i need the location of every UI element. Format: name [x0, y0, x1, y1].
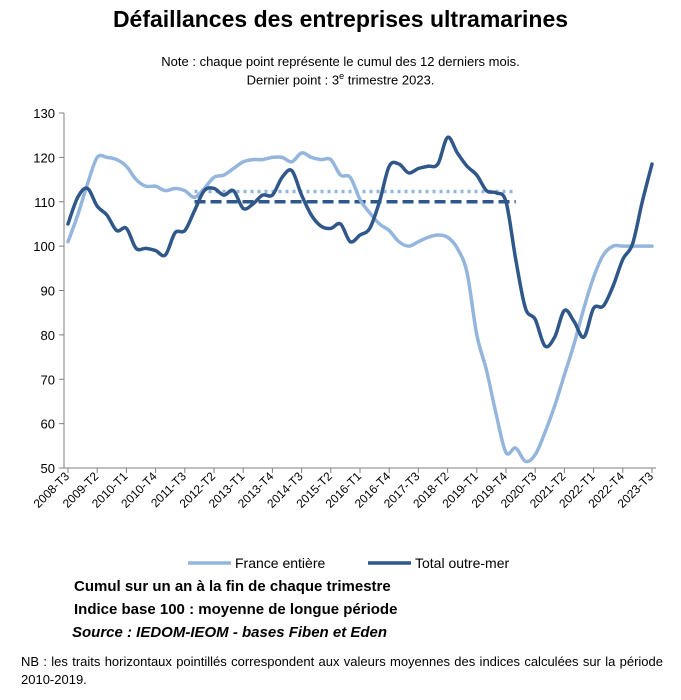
y-tick-label: 60 — [41, 417, 55, 432]
y-tick-label: 100 — [33, 239, 55, 254]
series-line-france — [66, 151, 654, 464]
note-text-after: trimestre 2023. — [344, 72, 435, 88]
chart-last-point-note: Dernier point : 3e trimestre 2023. — [0, 71, 681, 87]
footnote-nb: NB : les traits horizontaux pointillés c… — [21, 654, 663, 687]
y-tick-label: 130 — [33, 106, 55, 121]
note-text-before: Dernier point : 3 — [246, 72, 340, 88]
y-tick-label: 70 — [41, 372, 55, 387]
line-chart: 50607080901001101201302008-T32009-T22010… — [31, 106, 657, 571]
chart-note: Note : chaque point représente le cumul … — [161, 54, 520, 69]
footer-cumul: Cumul sur un an à la fin de chaque trime… — [74, 578, 391, 595]
note-superscript: e — [339, 71, 345, 81]
y-tick-label: 50 — [41, 461, 55, 476]
y-tick-label: 80 — [41, 328, 55, 343]
series-line-outremer — [66, 135, 654, 349]
chart-source: Source : IEDOM-IEOM - bases Fiben et Ede… — [72, 624, 388, 641]
footer-index: Indice base 100 : moyenne de longue péri… — [74, 601, 398, 618]
chart-title: Défaillances des entreprises ultramarine… — [112, 6, 569, 32]
y-tick-label: 120 — [33, 150, 55, 165]
y-tick-label: 90 — [41, 284, 55, 299]
legend-outremer-label: Total outre-mer — [415, 555, 509, 571]
legend-france-label: France entière — [235, 555, 325, 571]
y-tick-label: 110 — [34, 195, 55, 210]
